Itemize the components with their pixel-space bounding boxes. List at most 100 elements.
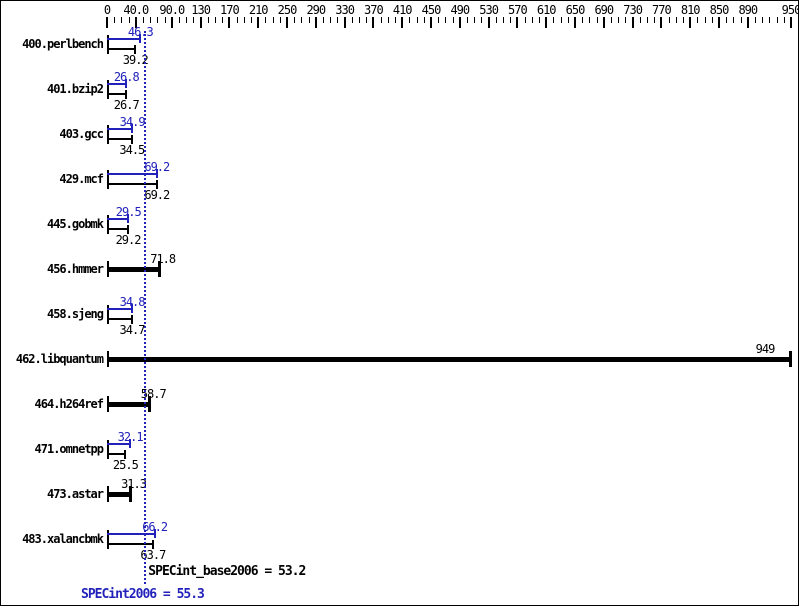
peak-bar bbox=[107, 218, 129, 220]
axis-minor-tick bbox=[186, 17, 188, 23]
axis-minor-tick bbox=[272, 17, 274, 23]
axis-major-tick bbox=[545, 17, 548, 28]
axis-minor-tick bbox=[503, 17, 504, 23]
axis-tick-label: 690 bbox=[594, 3, 614, 17]
axis-minor-tick bbox=[647, 17, 648, 23]
axis-minor-tick bbox=[222, 17, 224, 23]
base-bar bbox=[107, 318, 132, 320]
axis-minor-tick bbox=[294, 17, 296, 23]
base-bar bbox=[107, 138, 132, 140]
bar-start-tick bbox=[107, 80, 109, 99]
axis-minor-tick bbox=[215, 17, 216, 23]
axis-minor-tick bbox=[553, 17, 555, 23]
base-bar bbox=[107, 267, 159, 272]
axis-minor-tick bbox=[697, 17, 699, 23]
axis-tick-label: 210 bbox=[248, 3, 269, 17]
axis-minor-tick bbox=[366, 17, 368, 23]
bar-start-tick bbox=[107, 170, 109, 189]
axis-minor-tick bbox=[596, 17, 598, 23]
base-bar-end-tick bbox=[125, 90, 128, 99]
axis-minor-tick bbox=[755, 17, 756, 23]
peak-bar bbox=[107, 38, 141, 40]
benchmark-label-458-sjeng: 458.sjeng bbox=[46, 307, 104, 321]
axis-minor-tick bbox=[143, 17, 144, 23]
axis-minor-tick bbox=[524, 17, 526, 23]
bar-start-tick bbox=[107, 530, 109, 549]
axis-minor-tick bbox=[121, 17, 123, 23]
axis-minor-tick bbox=[308, 17, 310, 23]
axis-minor-tick bbox=[409, 17, 411, 23]
base-bar bbox=[107, 183, 157, 185]
base-value-label: 39.2 bbox=[122, 53, 149, 67]
axis-minor-tick bbox=[243, 17, 245, 23]
axis-major-tick bbox=[516, 17, 519, 28]
axis-major-tick bbox=[257, 17, 260, 28]
axis-minor-tick bbox=[236, 17, 238, 23]
axis-tick-label: 610 bbox=[536, 3, 557, 17]
axis-major-tick bbox=[199, 17, 202, 28]
axis-major-tick bbox=[314, 17, 317, 28]
axis-major-tick bbox=[487, 17, 490, 28]
bar-start-tick bbox=[107, 305, 109, 324]
axis-tick-label: 0 bbox=[103, 3, 111, 17]
base-value-label: 71.8 bbox=[150, 252, 176, 266]
axis-major-tick bbox=[106, 17, 108, 28]
axis-minor-tick bbox=[567, 17, 569, 23]
axis-major-tick bbox=[718, 17, 720, 28]
axis-tick-label: 170 bbox=[220, 3, 240, 17]
axis-minor-tick bbox=[740, 17, 742, 23]
axis-minor-tick bbox=[179, 17, 180, 23]
base-bar bbox=[107, 543, 153, 545]
base-bar-end-tick bbox=[127, 225, 130, 234]
peak-bar-end-tick bbox=[125, 79, 128, 88]
axis-tick-label: 770 bbox=[652, 3, 672, 17]
benchmark-label-445-gobmk: 445.gobmk bbox=[46, 217, 104, 231]
peak-bar bbox=[107, 173, 157, 175]
base-bar bbox=[107, 93, 127, 95]
axis-minor-tick bbox=[330, 17, 332, 23]
base-bar-end-tick bbox=[130, 315, 133, 324]
base-value-label: 949 bbox=[755, 342, 776, 356]
base-bar bbox=[107, 228, 129, 230]
base-bar bbox=[107, 492, 130, 497]
bar-start-tick bbox=[107, 440, 109, 459]
axis-minor-tick bbox=[654, 17, 656, 23]
benchmark-label-456-hmmer: 456.hmmer bbox=[46, 262, 104, 276]
peak-bar bbox=[107, 128, 133, 130]
axis-minor-tick bbox=[683, 17, 684, 23]
peak-value-label: 66.2 bbox=[142, 520, 168, 534]
peak-bar-end-tick bbox=[131, 304, 134, 313]
benchmark-label-464-h264ref: 464.h264ref bbox=[34, 397, 104, 411]
axis-major-tick bbox=[372, 17, 375, 28]
axis-minor-tick bbox=[164, 17, 166, 23]
base-bar-end-tick bbox=[148, 396, 152, 412]
axis-minor-tick bbox=[611, 17, 612, 23]
axis-minor-tick bbox=[387, 17, 389, 23]
base-bar-end-tick bbox=[128, 486, 132, 502]
axis-tick-label: 450 bbox=[421, 3, 442, 17]
base-value-label: 34.7 bbox=[119, 323, 146, 337]
axis-tick-label: 370 bbox=[364, 3, 384, 17]
axis-minor-tick bbox=[618, 17, 620, 23]
peak-bar bbox=[107, 533, 155, 535]
base-bar-end-tick bbox=[155, 180, 158, 189]
base-value-label: 25.5 bbox=[112, 458, 139, 472]
axis-tick-label: 730 bbox=[623, 3, 643, 17]
base-value-label: 34.5 bbox=[119, 143, 145, 157]
base-value-label: 31.3 bbox=[121, 477, 147, 491]
benchmark-label-403-gcc: 403.gcc bbox=[59, 127, 104, 141]
axis-tick-label: 850 bbox=[709, 3, 730, 17]
base-bar-end-tick bbox=[130, 135, 133, 144]
axis-minor-tick bbox=[783, 17, 785, 23]
peak-value-label: 32.1 bbox=[117, 430, 144, 444]
benchmark-label-473-astar: 473.astar bbox=[46, 487, 104, 501]
base-bar bbox=[107, 453, 126, 455]
axis-minor-tick bbox=[582, 17, 584, 23]
peak-bar-end-tick bbox=[153, 529, 156, 538]
axis-tick-label: 810 bbox=[680, 3, 701, 17]
axis-tick-label: 130 bbox=[191, 3, 211, 17]
base-bar bbox=[107, 357, 791, 362]
axis-minor-tick bbox=[675, 17, 677, 23]
axis-minor-tick bbox=[467, 17, 468, 23]
